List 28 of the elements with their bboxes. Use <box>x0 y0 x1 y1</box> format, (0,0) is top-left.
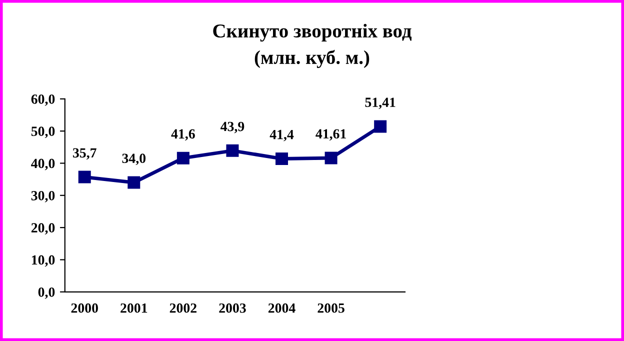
x-tick-label: 2004 <box>268 303 296 313</box>
point <box>78 170 91 184</box>
point <box>324 152 338 164</box>
y-tick-label: 10,0 <box>32 255 55 267</box>
point <box>276 152 288 165</box>
data-label: 35,7 <box>72 148 96 160</box>
data-label: 34,0 <box>122 154 146 166</box>
chart-title: Скинуто зворотніх вод (млн. куб. м.) <box>213 24 412 68</box>
point <box>226 144 239 157</box>
point <box>176 152 190 164</box>
data-label: 41,61 <box>316 129 346 141</box>
x-tick-label: 2003 <box>219 303 246 313</box>
y-tick-label: 60,0 <box>31 94 55 106</box>
data-label: 41,4 <box>270 130 294 142</box>
data-label: 51,41 <box>365 98 396 110</box>
x-tick-label: 2002 <box>170 303 196 313</box>
x-tick-label: 2000 <box>71 303 98 313</box>
data-label: 43,9 <box>220 122 244 134</box>
x-tick-label: 2005 <box>318 303 344 313</box>
data-label: 41,6 <box>171 129 195 141</box>
point <box>374 120 387 133</box>
point <box>128 176 140 189</box>
y-tick-label: 30,0 <box>31 190 55 202</box>
y-tick-label: 20,0 <box>31 223 55 235</box>
y-tick-label: 0,0 <box>38 287 55 299</box>
x-tick-label: 2001 <box>120 303 148 313</box>
y-tick-label: 50,0 <box>31 126 55 138</box>
y-tick-label: 40,0 <box>31 158 55 170</box>
